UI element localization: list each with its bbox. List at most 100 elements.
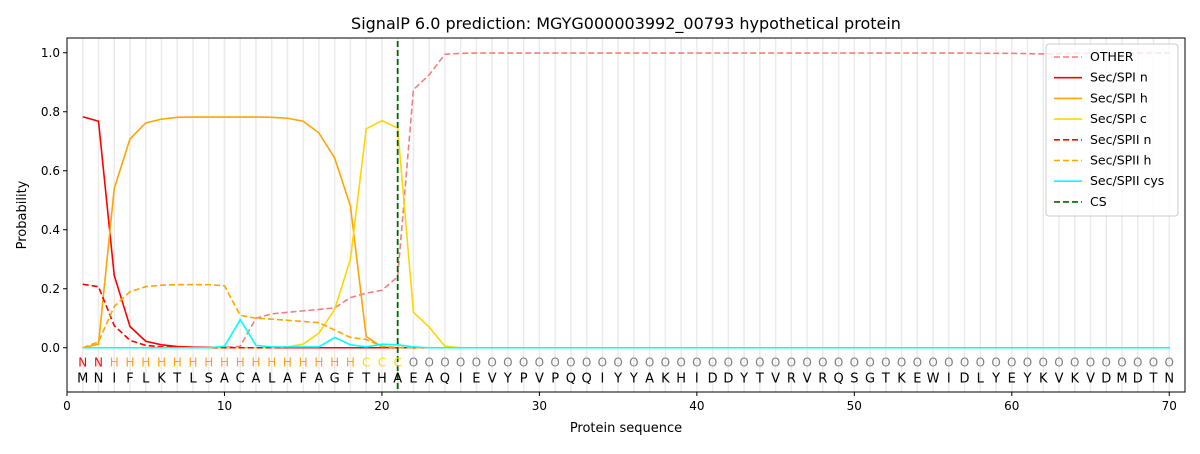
residue-label: O bbox=[582, 356, 591, 370]
residue-label: O bbox=[535, 356, 544, 370]
legend-entry: Sec/SPI c bbox=[1090, 111, 1147, 126]
series-line-sec-spii-h bbox=[82, 283, 1170, 349]
legend-box bbox=[1045, 43, 1179, 217]
legend-entry: OTHER bbox=[1090, 49, 1134, 64]
x-tick-label: 10 bbox=[217, 399, 232, 413]
residue-label: O bbox=[566, 356, 575, 370]
residue-label: O bbox=[976, 356, 985, 370]
residue-label: O bbox=[708, 356, 717, 370]
residue-label: C bbox=[362, 356, 370, 370]
residue-label: H bbox=[267, 356, 276, 370]
residue-letter: N bbox=[1164, 371, 1174, 386]
residue-letter: C bbox=[236, 371, 245, 386]
y-axis-label: Probability bbox=[15, 180, 30, 249]
residue-letter: Y bbox=[991, 371, 1000, 386]
residue-letter: G bbox=[330, 371, 340, 386]
y-tick-label: 0.6 bbox=[41, 164, 60, 178]
residue-letter: Y bbox=[1023, 371, 1032, 386]
residue-label: C bbox=[393, 356, 401, 370]
residue-letter: I bbox=[112, 371, 116, 386]
residue-label: O bbox=[487, 356, 496, 370]
residue-label: O bbox=[1117, 356, 1126, 370]
residue-label: O bbox=[960, 356, 969, 370]
legend-entry: Sec/SPI h bbox=[1090, 90, 1148, 105]
residue-letter: Y bbox=[613, 371, 622, 386]
residue-label: O bbox=[1054, 356, 1063, 370]
residue-label: H bbox=[314, 356, 323, 370]
residue-label: O bbox=[550, 356, 559, 370]
residue-label: H bbox=[125, 356, 134, 370]
residue-letter: A bbox=[393, 371, 402, 386]
x-axis-label: Protein sequence bbox=[570, 421, 682, 436]
residue-letter: A bbox=[645, 371, 654, 386]
residue-letter: S bbox=[205, 371, 213, 386]
residue-letter: A bbox=[220, 371, 229, 386]
residue-label: O bbox=[440, 356, 449, 370]
legend-entry: Sec/SPII cys bbox=[1090, 173, 1164, 188]
residue-label: O bbox=[1086, 356, 1095, 370]
residue-letter: I bbox=[947, 371, 951, 386]
residue-letter: V bbox=[488, 371, 497, 386]
residue-letter: Y bbox=[739, 371, 748, 386]
residue-letter: M bbox=[77, 371, 88, 386]
residue-label: O bbox=[928, 356, 937, 370]
plot-frame bbox=[66, 37, 1186, 393]
residue-letter: E bbox=[1008, 371, 1016, 386]
residue-label: O bbox=[692, 356, 701, 370]
series-line-other bbox=[82, 52, 1170, 349]
residue-label: H bbox=[299, 356, 308, 370]
residue-letter: Y bbox=[503, 371, 512, 386]
residue-label: H bbox=[173, 356, 182, 370]
series-line-sec-spi-n bbox=[82, 115, 1170, 349]
legend-entry: Sec/SPI n bbox=[1090, 70, 1148, 85]
residue-label: O bbox=[1102, 356, 1111, 370]
residue-label: O bbox=[1133, 356, 1142, 370]
residue-letter: V bbox=[1086, 371, 1095, 386]
residue-label: O bbox=[1149, 356, 1158, 370]
residue-letter: G bbox=[865, 371, 875, 386]
y-tick-label: 0.2 bbox=[41, 282, 60, 296]
residue-letter: Q bbox=[566, 371, 576, 386]
residue-label: H bbox=[220, 356, 229, 370]
residue-label: O bbox=[787, 356, 796, 370]
residue-label: N bbox=[94, 356, 103, 370]
residue-label: H bbox=[236, 356, 245, 370]
residue-label: O bbox=[424, 356, 433, 370]
residue-letter: Q bbox=[582, 371, 592, 386]
residue-label: O bbox=[739, 356, 748, 370]
residue-letter: P bbox=[520, 371, 528, 386]
residue-letter: F bbox=[299, 371, 306, 386]
residue-label: N bbox=[78, 356, 87, 370]
series-line-sec-spii-cys bbox=[82, 318, 1170, 349]
chart-title: SignalP 6.0 prediction: MGYG000003992_00… bbox=[351, 14, 901, 34]
y-tick-label: 0.0 bbox=[41, 341, 60, 355]
residue-label: O bbox=[409, 356, 418, 370]
residue-letter: P bbox=[551, 371, 559, 386]
residue-label: O bbox=[456, 356, 465, 370]
legend-entry: CS bbox=[1090, 194, 1107, 209]
series-line-sec-spi-c bbox=[82, 119, 1170, 349]
y-tick-label: 0.4 bbox=[41, 223, 60, 237]
residue-label: O bbox=[881, 356, 890, 370]
x-tick-label: 30 bbox=[532, 399, 547, 413]
residue-letter: W bbox=[927, 371, 940, 386]
residue-letter: S bbox=[850, 371, 858, 386]
residue-letter: A bbox=[283, 371, 292, 386]
residue-letter: T bbox=[361, 371, 370, 386]
residue-letter: T bbox=[172, 371, 181, 386]
residue-letter: T bbox=[1149, 371, 1158, 386]
residue-letter: I bbox=[695, 371, 699, 386]
residue-letter: A bbox=[314, 371, 323, 386]
x-tick-label: 20 bbox=[374, 399, 389, 413]
legend-entry: Sec/SPII n bbox=[1090, 132, 1151, 147]
residue-letter: M bbox=[1116, 371, 1127, 386]
residue-letter: Y bbox=[629, 371, 638, 386]
residue-letter: I bbox=[459, 371, 463, 386]
residue-letter: V bbox=[535, 371, 544, 386]
residue-label: O bbox=[802, 356, 811, 370]
residue-label: O bbox=[991, 356, 1000, 370]
residue-label: H bbox=[141, 356, 150, 370]
residue-letter: D bbox=[708, 371, 718, 386]
